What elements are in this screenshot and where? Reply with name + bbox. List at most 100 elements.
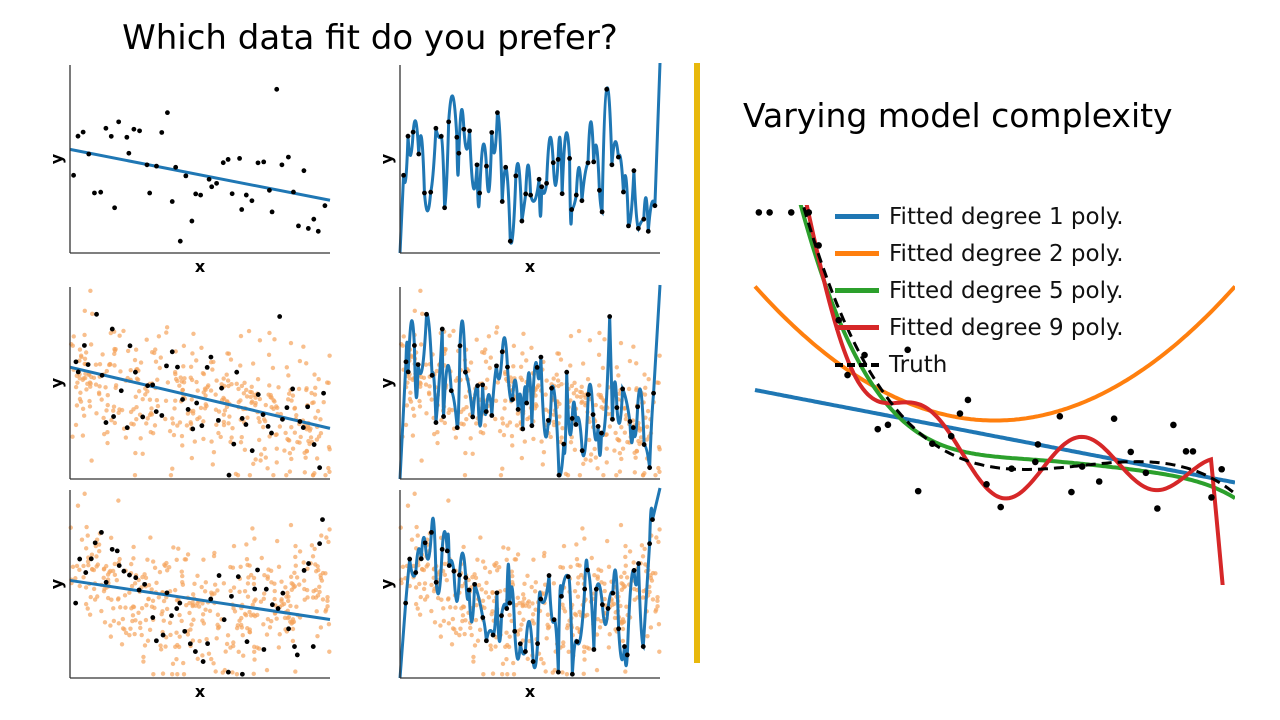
p2-point-10: [454, 134, 460, 140]
p3-point-34: [243, 422, 249, 427]
p6-extra-points: [398, 491, 662, 677]
legend: Fitted degree 1 poly. Fitted degree 2 pol…: [835, 198, 1124, 383]
p1-point-11: [126, 150, 132, 156]
series-line-1: [754, 388, 1236, 485]
p6-point-11: [457, 572, 462, 578]
p1-point-32: [237, 156, 242, 161]
p1-fit-line: [69, 147, 331, 202]
p2-point-49: [652, 203, 658, 209]
p3-point-39: [269, 430, 274, 436]
big-point-10: [904, 346, 911, 354]
p4-point-35: [579, 448, 585, 454]
p6-point-29: [551, 617, 557, 623]
p1-point-48: [315, 228, 321, 234]
p4-point-9: [448, 388, 454, 394]
p5-point-30: [225, 669, 231, 675]
p2-point-22: [513, 173, 519, 179]
p2-point-29: [550, 160, 556, 166]
legend-swatch-3: [835, 288, 879, 293]
p5-point-18: [164, 590, 170, 596]
p3-point-44: [297, 419, 303, 424]
p2-point-37: [591, 159, 597, 165]
p6-point-3: [418, 556, 424, 562]
p4-point-29: [549, 385, 554, 391]
p3-point-0: [73, 359, 79, 365]
p4-point-6: [433, 420, 439, 425]
p3-point-18: [164, 363, 169, 369]
complexity-plot: [745, 184, 1237, 596]
p3-point-28: [215, 417, 221, 423]
big-point-14: [956, 410, 964, 417]
p5-point-4: [92, 540, 98, 546]
p3-point-27: [208, 354, 214, 360]
p5-point-24: [192, 649, 198, 654]
legend-item-5: Truth: [835, 346, 1124, 383]
p6-point-8: [444, 548, 450, 554]
p5-point-32: [235, 574, 241, 580]
p5-point-20: [174, 606, 180, 611]
p6-point-10: [451, 568, 457, 574]
p1-point-36: [255, 160, 261, 166]
p4-point-28: [545, 417, 551, 423]
p3-point-43: [290, 386, 296, 392]
p2-point-13: [467, 128, 472, 134]
series-line-2: [753, 285, 1237, 423]
p6-point-12: [463, 575, 469, 581]
p3-point-36: [255, 392, 261, 397]
p1-point-41: [279, 162, 285, 168]
p5-point-43: [292, 644, 297, 649]
p5-point-27: [208, 596, 214, 602]
p1-point-2: [80, 129, 86, 135]
p3-point-4: [94, 311, 99, 317]
p1-point-45: [301, 168, 307, 174]
p6-point-9: [446, 563, 452, 568]
p1-point-6: [103, 125, 109, 131]
p4-point-5: [429, 372, 435, 378]
big-point-29: [1170, 421, 1177, 429]
p1-point-12: [131, 126, 137, 132]
p3-point-42: [284, 405, 290, 411]
p4-point-33: [569, 416, 575, 421]
p6-point-47: [640, 644, 646, 649]
p4-fit-line: [398, 284, 662, 480]
legend-label-1: Fitted degree 1 poly.: [889, 203, 1124, 230]
p2-point-43: [621, 189, 626, 195]
p2-point-44: [626, 223, 631, 229]
divider: [694, 63, 700, 663]
p6-point-44: [624, 652, 630, 658]
p3-point-1: [75, 369, 81, 375]
panel-linear-fit-more-data: y: [47, 282, 340, 487]
p4-point-20: [505, 364, 510, 370]
p5-point-3: [88, 556, 94, 562]
p1-point-8: [112, 205, 118, 211]
legend-swatch-5: [835, 362, 879, 367]
p2-xlabel: x: [525, 257, 536, 276]
p2-point-40: [604, 86, 610, 92]
p2-point-45: [631, 168, 637, 174]
big-point-15: [964, 396, 972, 404]
big-point-19: [1032, 458, 1039, 466]
p2-point-1: [405, 133, 411, 139]
p3-point-11: [127, 343, 133, 349]
big-point-25: [1110, 415, 1118, 423]
p4-point-36: [585, 392, 591, 397]
p3-point-22: [185, 407, 191, 412]
p3-point-37: [260, 412, 266, 417]
p3-point-49: [321, 390, 326, 396]
p3-point-19: [169, 349, 175, 355]
big-point-27: [1142, 469, 1150, 477]
big-point-2: [787, 209, 795, 216]
p6-point-41: [610, 590, 616, 596]
p5-point-15: [150, 615, 156, 620]
p2-point-24: [523, 191, 529, 197]
p2-point-12: [461, 126, 467, 132]
p2-point-21: [507, 238, 513, 244]
p2-point-31: [559, 191, 565, 197]
p5-point-5: [99, 529, 104, 535]
p2-point-14: [474, 162, 480, 168]
p2-point-41: [609, 162, 615, 168]
p6-point-2: [413, 570, 419, 575]
p6-point-30: [555, 669, 561, 675]
p4-point-22: [515, 407, 521, 412]
p3-point-9: [118, 388, 124, 394]
